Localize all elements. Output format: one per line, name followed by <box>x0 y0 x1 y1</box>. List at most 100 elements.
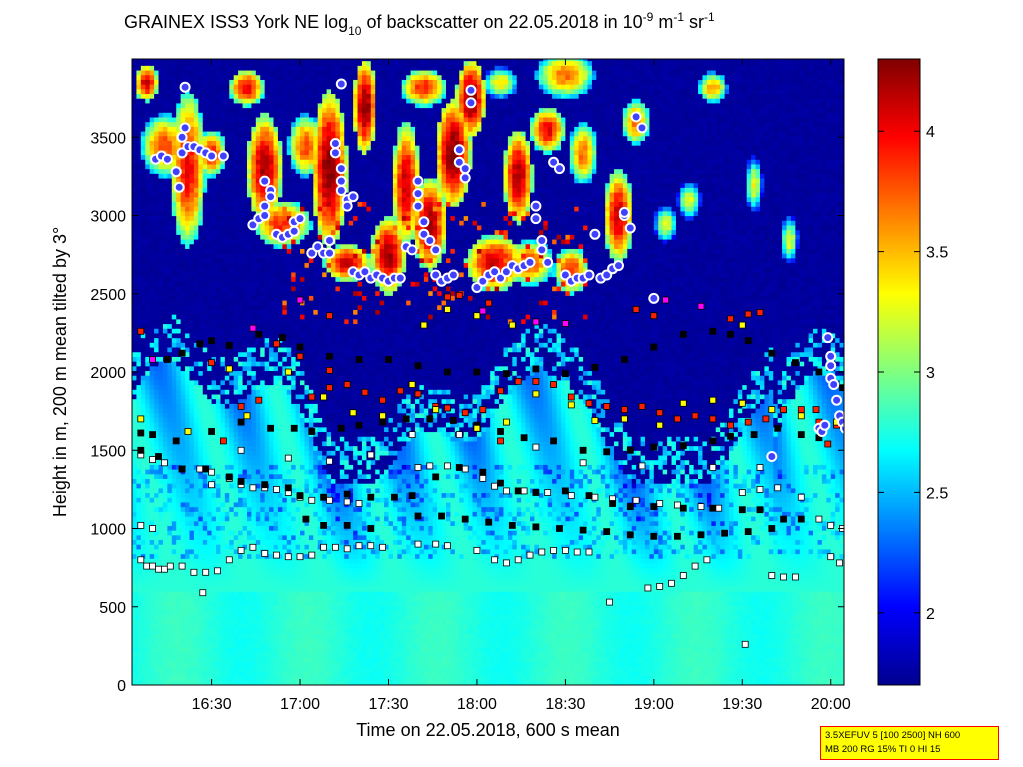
heatmap-cell <box>162 295 168 301</box>
heatmap-cell <box>233 285 239 292</box>
heatmap-cell <box>251 229 257 235</box>
heatmap-cell <box>136 135 142 141</box>
heatmap-cell <box>171 628 177 634</box>
heatmap-cell <box>185 102 191 109</box>
heatmap-cell <box>264 253 270 259</box>
heatmap-cell <box>162 450 168 456</box>
heatmap-cell <box>251 79 257 85</box>
heatmap-cell <box>251 112 257 118</box>
heatmap-cell <box>273 666 279 672</box>
heatmap-cell <box>176 290 182 296</box>
heatmap-cell <box>224 680 230 685</box>
heatmap-cell <box>282 74 288 80</box>
heatmap-cell <box>185 398 191 404</box>
heatmap-cell <box>149 530 155 536</box>
heatmap-cell <box>260 356 266 362</box>
heatmap-cell <box>140 257 146 264</box>
heatmap-cell <box>269 224 275 231</box>
heatmap-cell <box>260 459 266 465</box>
heatmap-cell <box>207 393 213 400</box>
heatmap-cell <box>185 534 191 541</box>
heatmap-cell <box>291 154 297 160</box>
heatmap-cell <box>255 666 261 672</box>
heatmap-cell <box>251 586 257 592</box>
heatmap-cell <box>171 483 177 489</box>
heatmap-cell <box>154 633 160 639</box>
heatmap-cell <box>273 389 279 395</box>
heatmap-cell <box>167 534 173 541</box>
heatmap-cell <box>282 328 288 334</box>
heatmap-cell <box>264 243 270 249</box>
heatmap-cell <box>264 234 270 240</box>
heatmap-cell <box>202 656 208 663</box>
heatmap-cell <box>286 652 292 658</box>
heatmap-cell <box>251 126 257 132</box>
heatmap-cell <box>255 422 261 428</box>
heatmap-cell <box>180 675 186 681</box>
heatmap-cell <box>193 605 199 611</box>
heatmap-cell <box>282 670 288 677</box>
heatmap-cell <box>255 267 261 273</box>
heatmap-cell <box>264 600 270 606</box>
heatmap-cell <box>180 300 186 306</box>
heatmap-cell <box>154 238 160 245</box>
heatmap-cell <box>242 501 248 508</box>
heatmap-cell <box>132 154 138 160</box>
heatmap-cell <box>286 173 292 179</box>
heatmap-cell <box>216 60 222 66</box>
heatmap-cell <box>291 600 297 606</box>
heatmap-cell <box>145 361 151 367</box>
heatmap-cell <box>286 365 292 372</box>
heatmap-cell <box>277 65 283 71</box>
heatmap-cell <box>167 59 173 62</box>
heatmap-cell <box>269 130 275 137</box>
heatmap-cell <box>246 459 252 465</box>
heatmap-cell <box>140 459 146 465</box>
heatmap-cell <box>233 562 239 569</box>
heatmap-cell <box>220 116 226 123</box>
heatmap-cell <box>216 436 222 442</box>
heatmap-cell <box>185 116 191 123</box>
heatmap-cell <box>238 642 244 649</box>
heatmap-cell <box>277 140 283 146</box>
heatmap-cell <box>162 98 168 104</box>
heatmap-cell <box>216 464 222 470</box>
heatmap-cell <box>282 79 288 85</box>
heatmap-cell <box>233 652 239 658</box>
heatmap-cell <box>233 548 239 555</box>
heatmap-cell <box>277 530 283 536</box>
heatmap-cell <box>193 182 199 188</box>
heatmap-cell <box>233 69 239 76</box>
heatmap-cell <box>277 159 283 165</box>
heatmap-cell <box>255 408 261 414</box>
heatmap-cell <box>286 149 292 156</box>
heatmap-cell <box>224 548 230 555</box>
heatmap-cell <box>269 238 275 245</box>
heatmap-cell <box>269 253 275 259</box>
heatmap-cell <box>273 600 279 606</box>
heatmap-cell <box>251 337 257 343</box>
heatmap-cell <box>180 276 186 282</box>
heatmap-cell <box>242 215 248 221</box>
heatmap-cell <box>251 393 257 400</box>
heatmap-cell <box>282 182 288 188</box>
heatmap-cell <box>136 196 142 203</box>
heatmap-cell <box>136 422 142 428</box>
heatmap-cell <box>167 332 173 339</box>
heatmap-cell <box>233 257 239 264</box>
heatmap-cell <box>238 201 244 207</box>
heatmap-cell <box>286 591 292 597</box>
heatmap-cell <box>246 670 252 677</box>
heatmap-cell <box>273 539 279 545</box>
heatmap-cell <box>255 605 261 611</box>
heatmap-cell <box>282 60 288 66</box>
heatmap-cell <box>246 384 252 390</box>
heatmap-cell <box>136 487 142 494</box>
heatmap-cell <box>277 69 283 76</box>
heatmap-cell <box>277 595 283 602</box>
heatmap-cell <box>211 74 217 80</box>
heatmap-cell <box>246 196 252 203</box>
heatmap-cell <box>171 450 177 456</box>
heatmap-cell <box>216 88 222 95</box>
heatmap-cell <box>171 300 177 306</box>
